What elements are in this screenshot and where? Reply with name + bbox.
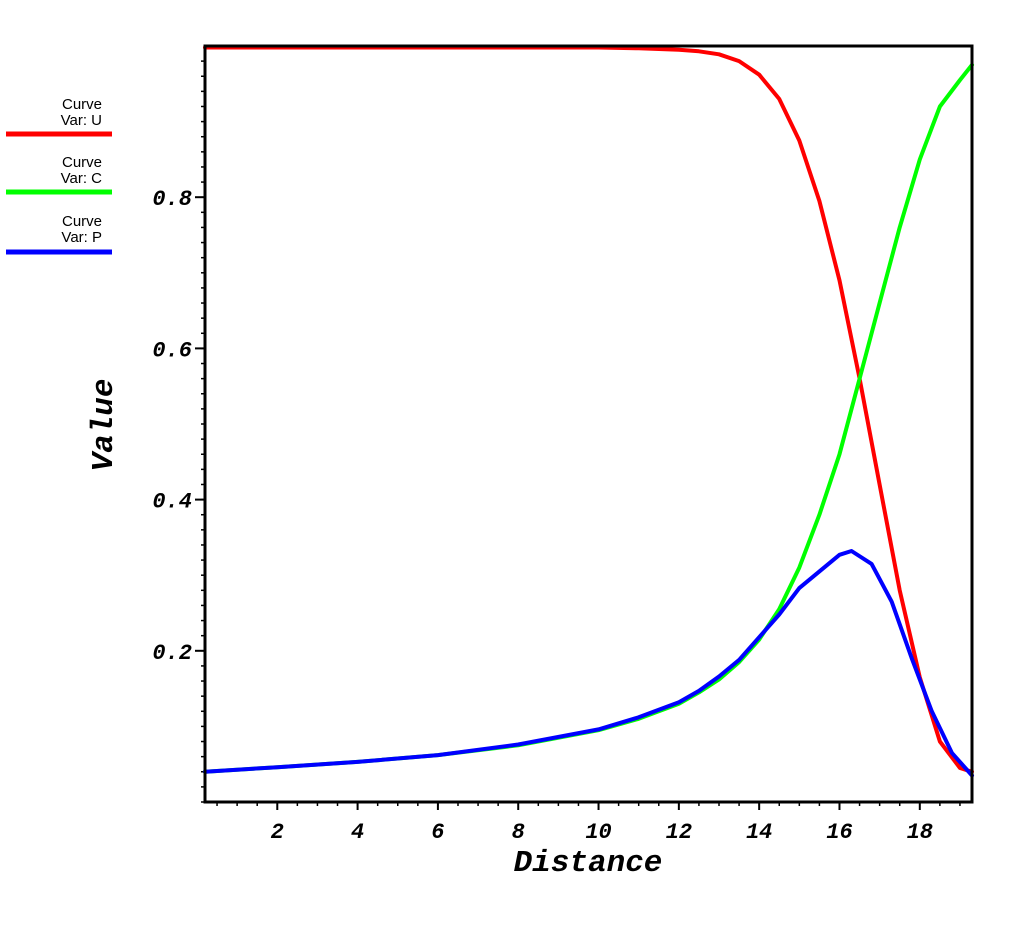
legend-entry-c: Curve Var: C: [6, 154, 112, 195]
y-tick-label-3: 0.8: [152, 187, 192, 212]
legend-label-p-line1: Curve: [62, 213, 102, 230]
legend: Curve Var: U Curve Var: C Curve Var: P: [6, 96, 112, 255]
y-tick-label-2: 0.6: [152, 338, 192, 363]
y-tick-label-1: 0.4: [152, 490, 192, 515]
legend-entry-p: Curve Var: P: [6, 213, 112, 255]
x-tick-label-8: 8: [512, 820, 525, 845]
x-tick-label-10: 10: [585, 820, 611, 845]
x-tick-label-2: 2: [271, 820, 284, 845]
x-axis-title: Distance: [514, 846, 663, 881]
legend-label-c-line1: Curve: [62, 154, 102, 171]
y-axis-title: Value: [87, 378, 122, 471]
x-tick-label-16: 16: [826, 820, 852, 845]
legend-label-p-line2: Var: P: [61, 229, 102, 246]
x-tick-label-4: 4: [351, 820, 364, 845]
legend-label-c-line2: Var: C: [61, 170, 103, 187]
x-tick-labels: 2 4 6 8 10 12 14 16 18: [271, 820, 933, 845]
y-tick-labels: 0.2 0.4 0.6 0.8: [152, 187, 192, 666]
legend-label-u-line2: Var: U: [61, 112, 102, 129]
x-tick-label-12: 12: [666, 820, 692, 845]
legend-label-u-line1: Curve: [62, 96, 102, 113]
major-ticks: [195, 196, 921, 810]
x-tick-label-6: 6: [431, 820, 444, 845]
legend-entry-u: Curve Var: U: [6, 96, 112, 137]
plot-frame: [203, 44, 974, 804]
x-tick-label-18: 18: [907, 820, 933, 845]
x-tick-label-14: 14: [746, 820, 772, 845]
plot-background: [205, 46, 972, 802]
y-tick-label-0: 0.2: [152, 641, 192, 666]
series-line-p: [203, 549, 974, 778]
